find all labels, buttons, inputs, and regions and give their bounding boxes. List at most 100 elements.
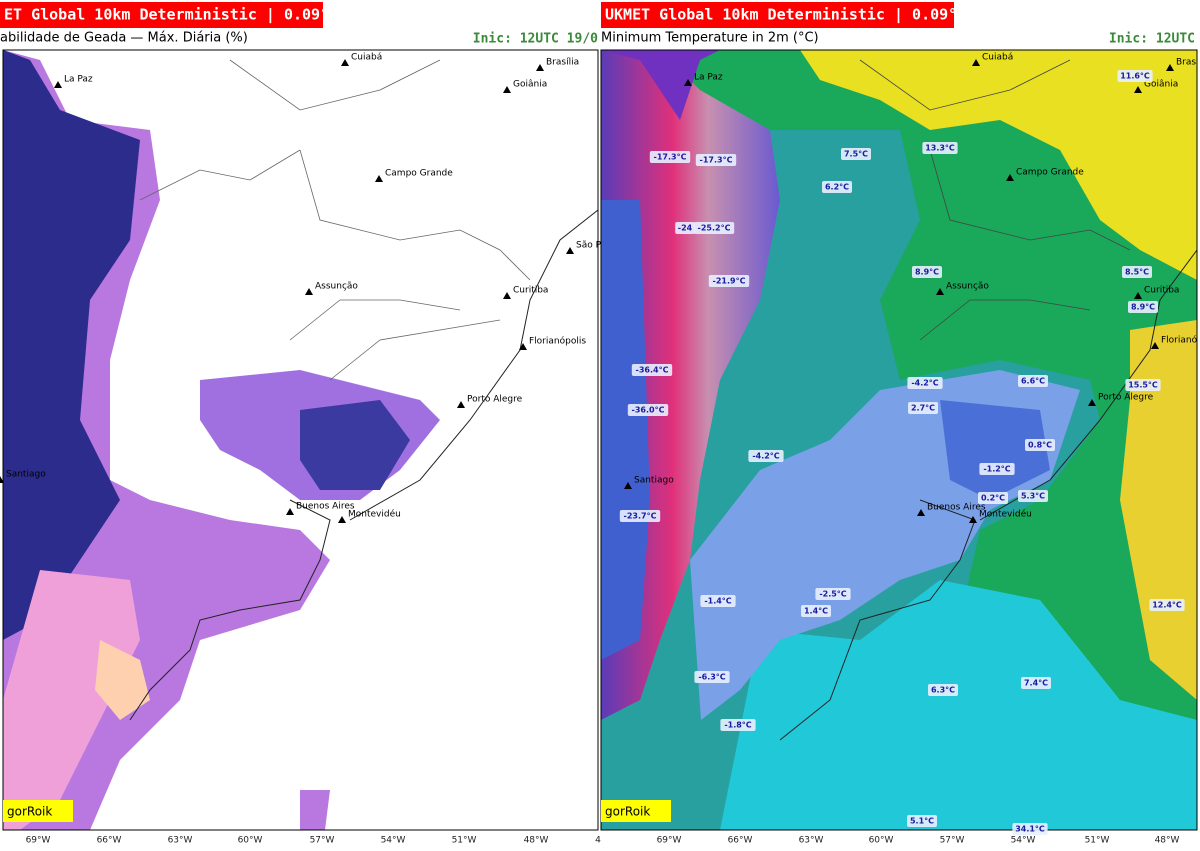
x-tick-label: 60°W bbox=[869, 836, 894, 846]
x-tick-label: 69°W bbox=[26, 836, 51, 846]
temp-label: -21.9°C bbox=[713, 277, 746, 286]
temp-label-box bbox=[693, 222, 735, 234]
temp-label-box bbox=[649, 151, 691, 163]
init-time: Inic: 12UTC bbox=[1109, 32, 1195, 47]
city-marker bbox=[566, 247, 574, 254]
temp-label-box bbox=[1125, 379, 1161, 391]
x-tick-label: 60°W bbox=[238, 836, 263, 846]
city-label: Florianópolis bbox=[529, 336, 586, 347]
temp-label-box bbox=[695, 154, 737, 166]
x-tick-label: 51°W bbox=[452, 836, 477, 846]
x-tick-label: 69°W bbox=[657, 836, 682, 846]
temperature-map bbox=[601, 50, 1197, 830]
temp-label-box bbox=[619, 510, 661, 522]
temp-label-box bbox=[907, 377, 943, 389]
city-marker bbox=[1006, 174, 1014, 181]
temp-label-box bbox=[1021, 677, 1051, 689]
temp-label-box bbox=[1122, 266, 1152, 278]
city-marker bbox=[519, 343, 527, 350]
x-tick-label: 4 bbox=[595, 836, 601, 846]
temp-label: 8.5°C bbox=[1125, 268, 1149, 277]
city-marker bbox=[54, 81, 62, 88]
map-frame bbox=[2, 49, 599, 831]
city-label: Porto Alegre bbox=[1098, 393, 1154, 403]
x-tick-label: 66°W bbox=[728, 836, 753, 846]
city-marker bbox=[1151, 342, 1159, 349]
city-marker bbox=[503, 292, 511, 299]
city-label: Campo Grande bbox=[1016, 168, 1084, 178]
temp-label: 12.4°C bbox=[1152, 601, 1182, 610]
temp-label-box bbox=[1149, 599, 1185, 611]
temp-label-box bbox=[922, 142, 958, 154]
temp-label: 5.3°C bbox=[1021, 492, 1045, 501]
city-marker bbox=[457, 401, 465, 408]
subtitle: Minimum Temperature in 2m (°C) bbox=[601, 31, 819, 46]
city-marker bbox=[969, 516, 977, 523]
city-label: Montevidéu bbox=[348, 509, 401, 520]
temp-label-box bbox=[1018, 490, 1048, 502]
city-label: Santiago bbox=[6, 470, 46, 480]
city-label: São P bbox=[576, 241, 602, 251]
temp-label-box bbox=[627, 404, 669, 416]
city-label: Santiago bbox=[634, 476, 674, 486]
temp-label-box bbox=[1128, 301, 1158, 313]
city-marker bbox=[972, 59, 980, 66]
header: ET Global 10km Deterministic | 0.09° bbox=[4, 6, 329, 25]
city-marker bbox=[1134, 292, 1142, 299]
temp-label-box bbox=[912, 266, 942, 278]
x-tick-label: 48°W bbox=[1155, 836, 1180, 846]
city-marker bbox=[917, 509, 925, 516]
temp-label: -17.3°C bbox=[700, 156, 733, 165]
x-tick-label: 51°W bbox=[1085, 836, 1110, 846]
temp-label-box bbox=[841, 148, 871, 160]
city-label: Assunção bbox=[946, 282, 989, 292]
watermark-box bbox=[3, 800, 73, 822]
x-tick-label: 57°W bbox=[940, 836, 965, 846]
x-tick-label: 66°W bbox=[97, 836, 122, 846]
city-marker bbox=[338, 516, 346, 523]
city-marker bbox=[0, 476, 4, 483]
city-label: Assunção bbox=[315, 282, 358, 292]
city-label: Buenos Aires bbox=[927, 503, 986, 513]
temp-label: -4.2°C bbox=[911, 379, 938, 388]
temp-label-box bbox=[801, 605, 831, 617]
temp-label-box bbox=[978, 492, 1008, 504]
city-label: Goiânia bbox=[1144, 80, 1178, 90]
temp-label-box bbox=[1012, 823, 1048, 835]
temp-label-box bbox=[748, 450, 784, 462]
temp-label-box bbox=[631, 364, 673, 376]
temp-label-box bbox=[979, 463, 1015, 475]
temp-label: 11.6°C bbox=[1120, 72, 1150, 81]
city-marker bbox=[305, 288, 313, 295]
temp-label: 8.9°C bbox=[915, 268, 939, 277]
temp-label: -1.4°C bbox=[704, 597, 731, 606]
city-marker bbox=[1134, 86, 1142, 93]
temp-label-box bbox=[908, 402, 938, 414]
x-tick-label: 54°W bbox=[381, 836, 406, 846]
city-label: Brasília bbox=[546, 58, 579, 68]
city-label: Florianó bbox=[1161, 335, 1198, 346]
city-marker bbox=[1166, 64, 1174, 71]
temp-label: -1.2°C bbox=[983, 465, 1010, 474]
temp-label: -2.5°C bbox=[819, 590, 846, 599]
city-label: Cuiabá bbox=[351, 53, 382, 63]
temp-label-box bbox=[1025, 439, 1055, 451]
temp-label: 6.3°C bbox=[931, 686, 955, 695]
x-tick-label: 48°W bbox=[524, 836, 549, 846]
temp-label: -17.3°C bbox=[654, 153, 687, 162]
x-tick-label: 63°W bbox=[799, 836, 824, 846]
watermark: gorRoik bbox=[7, 805, 52, 819]
subtitle: abilidade de Geada — Máx. Diária (%) bbox=[0, 31, 248, 46]
city-label: Cuiabá bbox=[982, 53, 1013, 63]
temp-label: -24 bbox=[678, 224, 693, 233]
temp-label: -4.2°C bbox=[752, 452, 779, 461]
temp-label: -23.7°C bbox=[624, 512, 657, 521]
x-tick-label: 57°W bbox=[310, 836, 335, 846]
city-label: Curitiba bbox=[1144, 286, 1179, 296]
watermark: gorRoik bbox=[605, 805, 650, 819]
city-marker bbox=[936, 288, 944, 295]
temp-label: 2.7°C bbox=[911, 404, 935, 413]
temp-label-box bbox=[1018, 375, 1048, 387]
